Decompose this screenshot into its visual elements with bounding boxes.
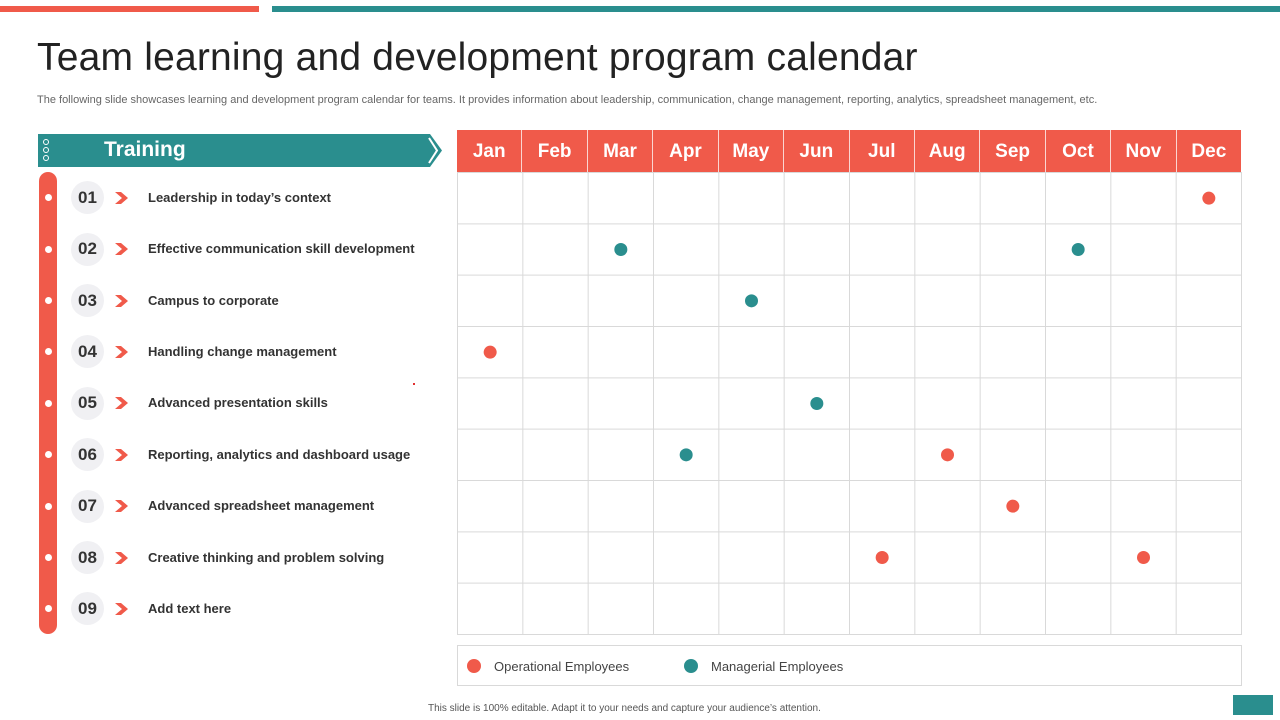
training-item-label: Advanced spreadsheet management: [148, 498, 375, 514]
footer-accent-box: [1233, 695, 1273, 715]
timeline-dot: [45, 297, 52, 304]
month-header: Sep: [980, 130, 1046, 173]
operational-marker: [483, 345, 497, 359]
managerial-marker: [745, 294, 758, 308]
month-header: Apr: [653, 130, 719, 173]
training-item-label: Reporting, analytics and dashboard usage: [148, 446, 411, 462]
training-item-label: Handling change management: [148, 343, 337, 359]
top-accent-bar-red: [0, 6, 259, 12]
month-header: Nov: [1111, 130, 1177, 173]
item-number: 04: [71, 335, 104, 369]
operational-marker: [941, 448, 954, 462]
month-header: Jun: [784, 130, 850, 173]
legend: Operational Employees Managerial Employe…: [457, 645, 1242, 686]
training-item-label: Campus to corporate: [148, 292, 279, 308]
training-item-label: Advanced presentation skills: [148, 395, 328, 411]
dots-icon: [41, 137, 51, 161]
managerial-marker: [679, 448, 693, 462]
training-item-label: Creative thinking and problem solving: [148, 549, 385, 565]
training-item-label: Leadership in today’s context: [148, 189, 332, 205]
item-number: 06: [71, 438, 104, 472]
operational-marker: [1006, 499, 1020, 513]
calendar-grid: [457, 172, 1242, 635]
timeline-dot: [45, 245, 52, 253]
timeline-dot: [45, 451, 52, 459]
chevron-right-icon: [115, 243, 128, 256]
chevron-right-icon: [115, 345, 128, 358]
timeline-dot: [45, 502, 52, 510]
item-number: 07: [71, 489, 104, 523]
month-header: Feb: [522, 130, 588, 173]
managerial-marker: [614, 243, 628, 256]
chevron-right-icon: [115, 602, 128, 615]
stray-mark: [413, 383, 415, 385]
month-header: Jul: [850, 130, 915, 173]
item-number: 01: [71, 181, 104, 215]
chevron-right-icon: [115, 294, 128, 307]
timeline-dot: [45, 605, 52, 613]
chevron-right-icon: [115, 500, 128, 513]
training-header: Training: [38, 134, 442, 167]
month-header: May: [719, 130, 785, 173]
item-number: 08: [71, 541, 104, 574]
calendar-month-header: Jan Feb Mar Apr May Jun Jul Aug Sep Oct Nov Dec: [457, 130, 1241, 173]
chevron-right-icon: [115, 551, 128, 564]
operational-marker: [1202, 191, 1216, 205]
managerial-marker: [810, 397, 824, 410]
item-number: 09: [71, 592, 104, 626]
legend-operational-dot: [467, 659, 481, 673]
month-header: Aug: [915, 130, 981, 173]
chevron-right-icon: [115, 448, 128, 461]
item-number: 05: [71, 386, 104, 420]
month-header: Dec: [1191, 140, 1227, 162]
chevron-right-icon: [115, 397, 128, 410]
timeline-dot: [45, 399, 52, 407]
operational-marker: [875, 551, 889, 564]
page-title: Team learning and development program ca…: [37, 36, 918, 79]
legend-managerial-dot: [684, 659, 698, 673]
month-header: Mar: [588, 130, 654, 173]
timeline-dot: [45, 194, 52, 202]
month-header: Oct: [1046, 130, 1112, 173]
timeline-dot: [45, 554, 52, 561]
legend-operational-label: Operational Employees: [494, 659, 630, 674]
operational-marker: [1137, 551, 1150, 564]
timeline-dot: [45, 348, 52, 356]
page-subtitle: The following slide showcases learning a…: [37, 94, 1098, 106]
managerial-marker: [1071, 243, 1085, 256]
training-header-label: Training: [104, 138, 186, 161]
item-number: 02: [71, 232, 104, 266]
training-header-banner: [38, 134, 442, 167]
chevron-right-icon: [115, 191, 128, 204]
training-item-label: Effective communication skill developmen…: [148, 241, 415, 257]
training-item-label: Add text here: [148, 600, 232, 616]
item-number: 03: [71, 284, 104, 317]
legend-managerial-label: Managerial Employees: [711, 659, 844, 674]
month-header: Jan: [457, 130, 523, 173]
footer-note: This slide is 100% editable. Adapt it to…: [428, 703, 821, 714]
top-accent-bar-teal: [272, 6, 1280, 12]
